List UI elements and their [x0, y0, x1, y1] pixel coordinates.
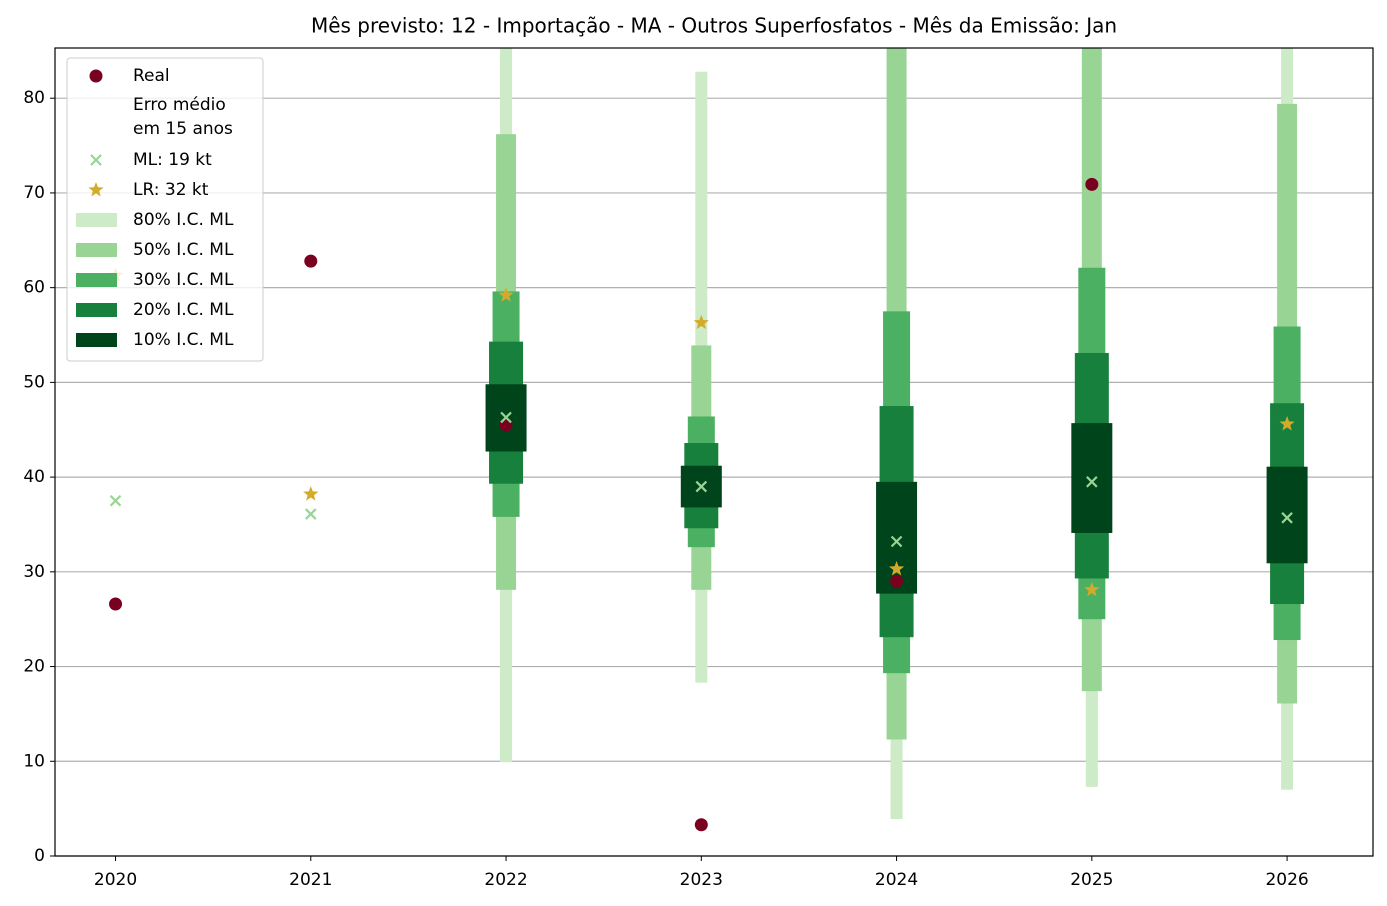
legend-label: ML: 19 kt: [133, 150, 212, 170]
y-tick-label: 30: [23, 562, 45, 582]
point-star: [888, 560, 905, 576]
x-stroke: [500, 411, 512, 424]
point-x: [500, 411, 512, 424]
legend-label: 50% I.C. ML: [133, 240, 234, 260]
legend-swatch: [76, 303, 117, 317]
legend-label: Real: [133, 66, 170, 86]
legend-label: 80% I.C. ML: [133, 210, 234, 230]
x-tick-label: 2022: [484, 870, 527, 890]
y-tick-label: 60: [23, 278, 45, 298]
point-x: [109, 495, 122, 507]
y-tick-label: 0: [34, 846, 45, 866]
legend: Real Erro médio em 15 anos ML: 19 kt LR: 32 …: [66, 57, 264, 362]
point-star: [1279, 416, 1295, 431]
point-circle: [1085, 177, 1099, 191]
y-tick-label: 70: [23, 183, 45, 203]
legend-note: em 15 anos: [133, 119, 233, 139]
x-tick-label: 2024: [875, 870, 918, 890]
x-stroke: [890, 535, 903, 548]
x-tick-label: 2023: [680, 870, 723, 890]
point-x: [1281, 512, 1293, 524]
interval-box: [1266, 466, 1308, 564]
x-stroke: [109, 495, 122, 507]
y-tick-label: 50: [23, 372, 45, 392]
point-circle: [109, 597, 123, 611]
legend-marker: [88, 182, 104, 197]
y-tick-label: 20: [23, 657, 45, 677]
point-circle: [694, 818, 708, 832]
point-x: [1086, 476, 1098, 488]
legend-label: LR: 32 kt: [133, 180, 209, 200]
interval-box: [1071, 423, 1113, 533]
legend-label: 30% I.C. ML: [133, 270, 234, 290]
x-tick-label: 2026: [1265, 870, 1308, 890]
point-star: [498, 287, 514, 302]
point-circle: [890, 574, 904, 588]
plot-area: [107, 48, 1308, 832]
legend-swatch: [76, 273, 117, 287]
point-x: [890, 535, 903, 548]
point-x: [305, 508, 317, 520]
legend-marker: [90, 154, 102, 166]
legend-swatch: [76, 243, 117, 257]
legend-swatch: [76, 213, 117, 227]
y-tick-label: 40: [23, 467, 45, 487]
point-star: [1084, 581, 1100, 597]
x-stroke: [1281, 512, 1293, 524]
point-circle: [304, 254, 318, 268]
legend-swatch: [76, 333, 117, 347]
legend-note: Erro médio: [133, 95, 226, 115]
plot-frame: [54, 47, 1374, 857]
x-stroke: [305, 508, 317, 520]
x-stroke: [695, 480, 708, 493]
point-x: [695, 480, 708, 493]
legend-label: 10% I.C. ML: [133, 330, 234, 350]
point-star: [303, 486, 319, 501]
y-tick-label: 10: [23, 751, 45, 771]
y-tick-label: 80: [23, 88, 45, 108]
point-star: [693, 314, 709, 330]
x-stroke: [1086, 476, 1098, 488]
chart-title: Mês previsto: 12 - Importação - MA - Out…: [311, 14, 1117, 38]
x-stroke: [90, 154, 102, 166]
legend-marker: [89, 69, 103, 83]
x-tick-label: 2025: [1070, 870, 1113, 890]
x-tick-label: 2020: [94, 870, 137, 890]
x-tick-label: 2021: [289, 870, 332, 890]
legend-label: 20% I.C. ML: [133, 300, 234, 320]
